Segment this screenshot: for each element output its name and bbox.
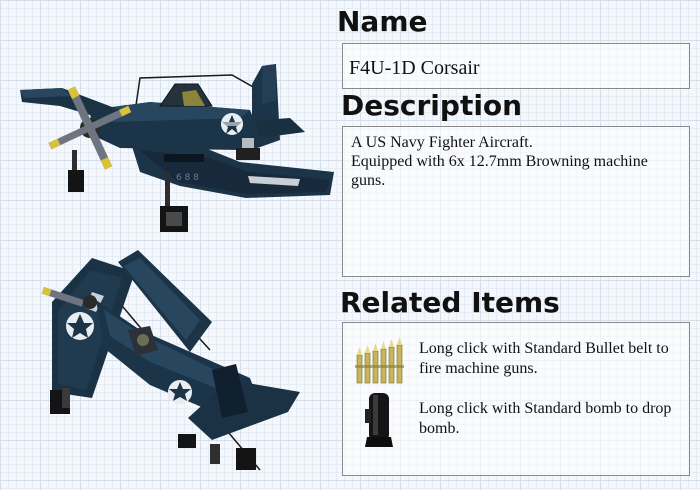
aircraft-preview: 6 8 8 <box>20 64 334 471</box>
related-item-bomb[interactable]: Long click with Standard bomb to drop bo… <box>343 389 689 449</box>
name-heading: Name <box>337 5 428 38</box>
related-items-box: Long click with Standard Bullet belt to … <box>342 322 690 476</box>
description-line-2: Equipped with 6x 12.7mm Browning machine… <box>351 153 648 189</box>
related-item-bullet-belt[interactable]: Long click with Standard Bullet belt to … <box>343 333 689 393</box>
bullet-belt-instruction: Long click with Standard Bullet belt to … <box>419 340 669 377</box>
bomb-icon <box>365 393 393 447</box>
bullet-belt-icon <box>355 337 404 384</box>
svg-text:6 8 8: 6 8 8 <box>176 173 199 183</box>
description-heading: Description <box>341 89 523 122</box>
name-field: F4U-1D Corsair <box>342 43 690 89</box>
description-box: A US Navy Fighter Aircraft. Equipped wit… <box>342 126 690 277</box>
item-name-value: F4U-1D Corsair <box>349 57 480 79</box>
aircraft-bottom-render <box>41 250 300 471</box>
description-line-1: A US Navy Fighter Aircraft. <box>351 134 533 151</box>
bomb-instruction: Long click with Standard bomb to drop bo… <box>419 400 672 437</box>
aircraft-top-render: 6 8 8 <box>20 64 334 232</box>
related-items-heading: Related Items <box>340 286 560 319</box>
